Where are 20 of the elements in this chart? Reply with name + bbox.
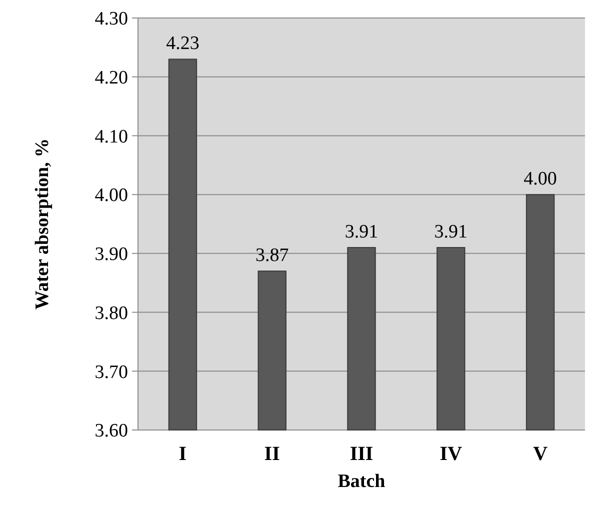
data-label: 4.23 (166, 33, 200, 54)
x-tick-label: IV (440, 443, 463, 465)
y-tick-label: 4.20 (94, 68, 128, 89)
y-tick-label: 3.70 (94, 362, 128, 383)
y-tick-label: 4.00 (94, 185, 128, 206)
y-axis-title: Water absorption, % (32, 138, 53, 310)
data-label: 3.87 (255, 245, 289, 266)
y-tick-label: 3.60 (94, 420, 128, 442)
data-label: 4.00 (524, 168, 557, 190)
y-tick-label: 3.90 (94, 244, 128, 266)
y-tick-label: 4.30 (94, 8, 128, 30)
x-axis-title: Batch (338, 471, 386, 492)
data-label: 3.91 (434, 222, 468, 243)
y-tick-label: 4.10 (94, 126, 128, 148)
x-tick-label: I (178, 443, 187, 465)
data-label: 3.91 (344, 222, 378, 243)
y-tick-label: 3.80 (94, 302, 128, 324)
x-tick-label: V (533, 443, 548, 465)
x-tick-label: II (264, 443, 280, 465)
x-tick-label: III (350, 443, 374, 465)
